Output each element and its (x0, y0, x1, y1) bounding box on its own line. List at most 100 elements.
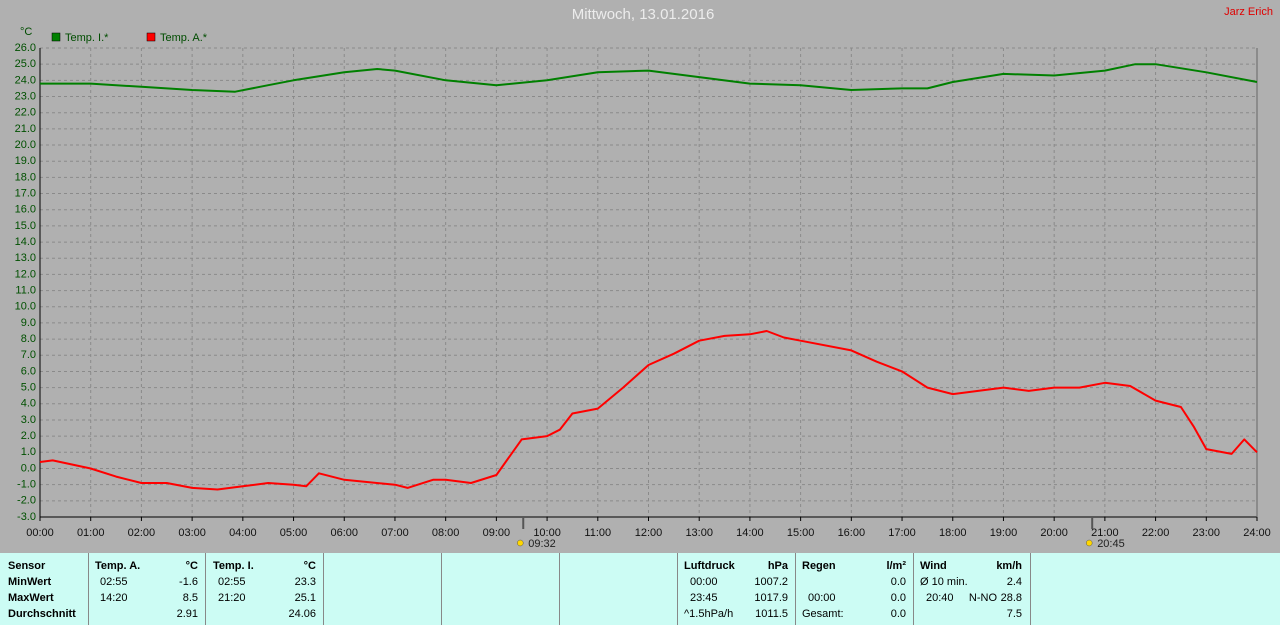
y-tick-label: 11.0 (15, 284, 36, 296)
x-tick-label: 10:00 (533, 527, 561, 539)
cell: MinWert (8, 576, 52, 588)
cell: 28.8 (1000, 592, 1022, 604)
cell: 02:55 (218, 576, 246, 588)
separator (88, 553, 89, 625)
x-tick-label: 07:00 (381, 527, 409, 539)
y-tick-label: 21.0 (15, 123, 36, 135)
cell: °C (185, 560, 198, 572)
cell: 1007.2 (754, 576, 788, 588)
y-tick-label: 13.0 (15, 252, 36, 264)
y-tick-label: 16.0 (15, 204, 36, 216)
cell: Sensor (8, 560, 46, 572)
x-tick-label: 08:00 (432, 527, 460, 539)
x-tick-label: 11:00 (584, 527, 611, 539)
separator (205, 553, 206, 625)
legend-label: Temp. A.* (160, 32, 208, 44)
x-tick-label: 15:00 (787, 527, 815, 539)
y-tick-label: 25.0 (15, 58, 36, 70)
sun-icon (1085, 539, 1093, 547)
cell: Regen (802, 560, 836, 572)
y-tick-label: -1.0 (17, 479, 36, 491)
cell: 02:55 (100, 576, 128, 588)
cell: km/h (996, 560, 1022, 572)
x-tick-label: 22:00 (1142, 527, 1170, 539)
cell: N-NO (968, 592, 997, 604)
y-tick-label: -2.0 (17, 495, 36, 507)
y-tick-label: 23.0 (15, 90, 36, 102)
x-tick-label: 04:00 (229, 527, 257, 539)
cell: -1.6 (179, 576, 198, 588)
y-tick-label: 12.0 (15, 268, 36, 280)
y-tick-label: 7.0 (21, 349, 36, 361)
x-tick-label: 20:00 (1040, 527, 1068, 539)
y-tick-label: 4.0 (21, 398, 36, 410)
x-tick-label: 17:00 (888, 527, 916, 539)
x-tick-label: 21:00 (1091, 527, 1119, 539)
y-tick-label: 6.0 (21, 365, 36, 377)
y-tick-label: 1.0 (21, 446, 36, 458)
legend-swatch (146, 32, 156, 42)
x-tick-label: 13:00 (685, 527, 713, 539)
cell: Temp. I. (213, 560, 254, 572)
legend-swatch (51, 32, 61, 42)
cell: 2.4 (1006, 576, 1022, 588)
cell: Wind (920, 560, 947, 572)
separator (913, 553, 914, 625)
x-tick-label: 24:00 (1243, 527, 1271, 539)
annotation-label: 09:32 (528, 538, 556, 550)
cell: 20:40 (926, 592, 954, 604)
cell: 1011.5 (755, 608, 788, 620)
series-line (39, 330, 1258, 491)
separator (1030, 553, 1031, 625)
cell: l/m² (886, 560, 906, 572)
x-tick-label: 05:00 (280, 527, 308, 539)
y-tick-label: 9.0 (21, 317, 36, 329)
cell: 24.06 (288, 608, 316, 620)
cell: °C (303, 560, 316, 572)
y-tick-label: 24.0 (15, 74, 36, 86)
x-tick-label: 03:00 (178, 527, 206, 539)
cell: 0.0 (890, 608, 906, 620)
separator (677, 553, 678, 625)
y-tick-label: -3.0 (17, 511, 36, 523)
y-tick-label: 0.0 (21, 462, 36, 474)
y-tick-label: 10.0 (15, 301, 36, 313)
stats-table: Sensor MinWert MaxWert Durchschnitt Temp… (0, 553, 1280, 625)
cell: 21:20 (218, 592, 246, 604)
annotation-label: 20:45 (1097, 538, 1125, 550)
y-tick-label: 20.0 (15, 139, 36, 151)
cell: Durchschnitt (8, 608, 76, 620)
y-tick-label: 3.0 (21, 414, 36, 426)
legend-label: Temp. I.* (65, 32, 109, 44)
x-tick-label: 06:00 (330, 527, 358, 539)
cell: hPa (767, 560, 788, 572)
sun-icon (517, 539, 524, 547)
y-tick-label: 18.0 (15, 171, 36, 183)
cell: Ø 10 min. (920, 576, 968, 588)
chart: Mittwoch, 13.01.2016 Jarz Erich °C -3.0 -… (15, 6, 1273, 550)
cell: 23:45 (690, 592, 718, 604)
cell: 1017.9 (754, 592, 788, 604)
chart-title: Mittwoch, 13.01.2016 (572, 6, 715, 23)
separator (323, 553, 324, 625)
cell: 0.0 (890, 592, 906, 604)
separator (441, 553, 442, 625)
cell: 25.1 (294, 592, 316, 604)
cell: 0.0 (890, 576, 906, 588)
y-tick-label: 19.0 (15, 155, 36, 167)
separator (559, 553, 560, 625)
cell: Gesamt: (802, 608, 844, 620)
author: Jarz Erich (1224, 6, 1273, 18)
y-axis-label: °C (20, 26, 32, 38)
cell: 00:00 (808, 592, 836, 604)
y-tick-label: 17.0 (15, 187, 36, 199)
x-tick-label: 19:00 (990, 527, 1018, 539)
cell: Temp. A. (95, 560, 141, 572)
x-tick-label: 16:00 (838, 527, 866, 539)
y-tick-label: 15.0 (15, 220, 36, 232)
y-tick-label: 2.0 (21, 430, 36, 442)
separator (795, 553, 796, 625)
y-tick-label: 5.0 (21, 382, 36, 394)
y-tick-label: 22.0 (15, 107, 36, 119)
